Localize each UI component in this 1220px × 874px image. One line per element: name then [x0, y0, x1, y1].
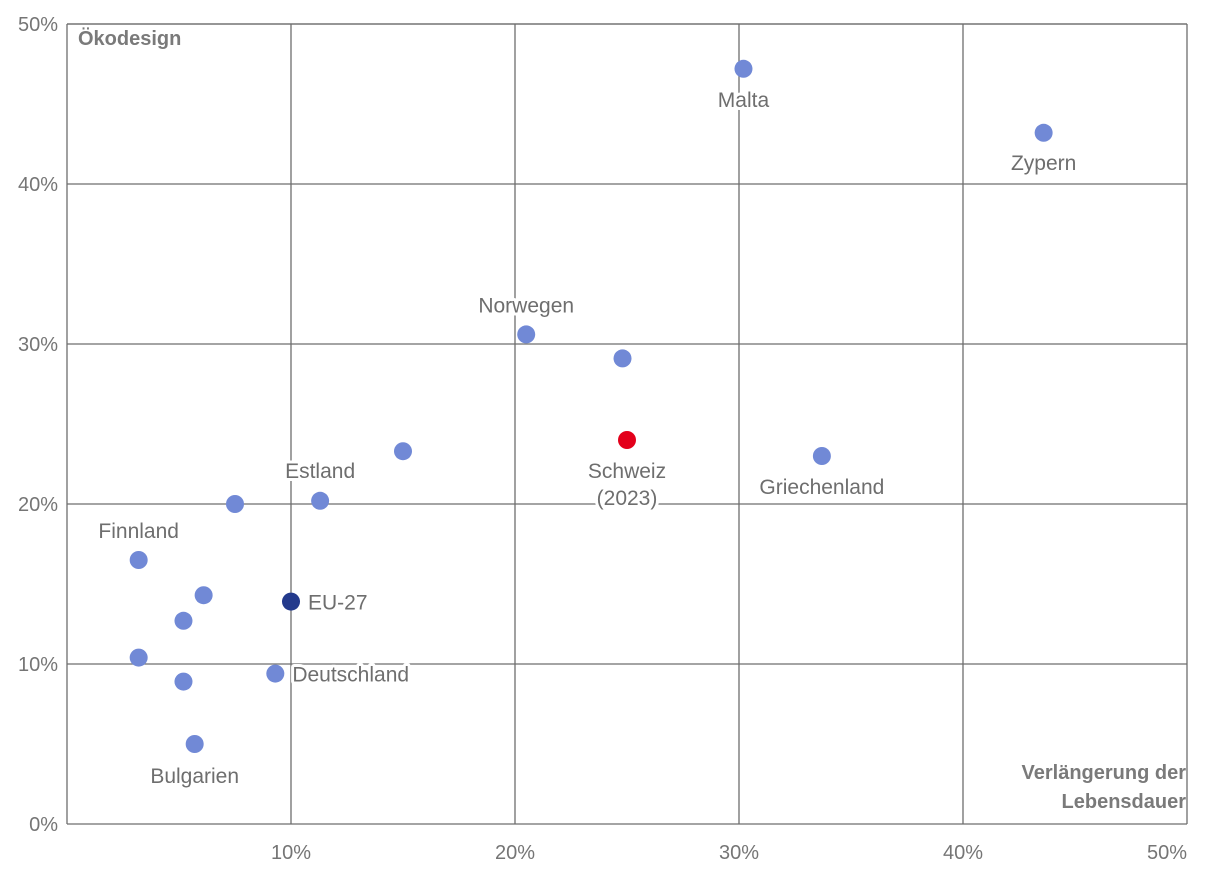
- y-tick-label: 20%: [18, 494, 58, 516]
- data-point: [812, 447, 831, 465]
- point-label: Estland: [285, 460, 355, 483]
- data-point: [394, 442, 412, 461]
- point-label-halo: Finnland: [98, 520, 179, 543]
- point-label: Malta: [718, 89, 770, 112]
- point-labels: MaltaMaltaZypernZypernNorwegenNorwegenSc…: [95, 86, 1079, 791]
- data-point: [129, 648, 148, 667]
- data-point: [194, 586, 213, 605]
- point-label: Deutschland: [292, 664, 409, 687]
- data-point: [282, 592, 300, 611]
- y-tick-label: 50%: [18, 14, 58, 36]
- y-tick-label: 40%: [18, 174, 58, 196]
- point-label: (2023): [597, 487, 658, 510]
- point-label-halo: Bulgarien: [150, 765, 239, 788]
- data-point: [226, 495, 244, 513]
- point-label-halo: Zypern: [1011, 152, 1076, 175]
- data-point: [613, 349, 632, 368]
- point-label-halo: Malta: [718, 89, 770, 112]
- x-tick-label: 10%: [271, 842, 311, 864]
- y-axis-title: Ökodesign: [78, 27, 181, 50]
- y-tick-label: 10%: [18, 654, 58, 676]
- data-point: [266, 664, 285, 683]
- point-label: Finnland: [98, 520, 179, 543]
- point-label: Zypern: [1011, 152, 1076, 175]
- x-axis-title-line-1: Verlängerung der: [1022, 762, 1187, 784]
- data-point: [734, 59, 753, 78]
- grid: [67, 23, 1188, 824]
- point-label-halo: Griechenland: [759, 476, 884, 499]
- point-label-halo: Deutschland: [292, 664, 409, 687]
- data-point: [311, 491, 330, 510]
- point-label: Schweiz: [588, 460, 666, 483]
- y-tick-label: 30%: [18, 334, 58, 356]
- point-label: Norwegen: [478, 294, 574, 317]
- data-point: [129, 551, 148, 569]
- point-label: EU-27: [308, 592, 368, 615]
- point-label-halo: (2023): [597, 487, 658, 510]
- data-point: [618, 431, 636, 449]
- data-point: [185, 735, 204, 753]
- x-tick-label: 30%: [719, 842, 759, 864]
- y-tick-label: 0%: [29, 814, 58, 836]
- point-label-halo: Norwegen: [478, 294, 574, 317]
- x-tick-label: 20%: [495, 842, 535, 864]
- x-tick-label: 50%: [1147, 842, 1187, 864]
- point-label: Griechenland: [759, 476, 884, 499]
- data-point: [174, 672, 193, 691]
- point-label-halo: EU-27: [308, 592, 368, 615]
- x-axis-title-line-2: Lebensdauer: [1062, 791, 1187, 813]
- x-tick-label: 40%: [943, 842, 983, 864]
- point-label: Bulgarien: [150, 765, 239, 788]
- data-points: [129, 59, 1053, 753]
- axes: 0% 10% 20% 30% 40% 50% 10% 20% 30% 40% 50%: [18, 14, 1187, 864]
- data-point: [174, 611, 193, 630]
- data-point: [517, 325, 536, 344]
- point-label-halo: Schweiz: [588, 460, 666, 483]
- data-point: [1034, 123, 1053, 142]
- point-label-halo: Estland: [285, 460, 355, 483]
